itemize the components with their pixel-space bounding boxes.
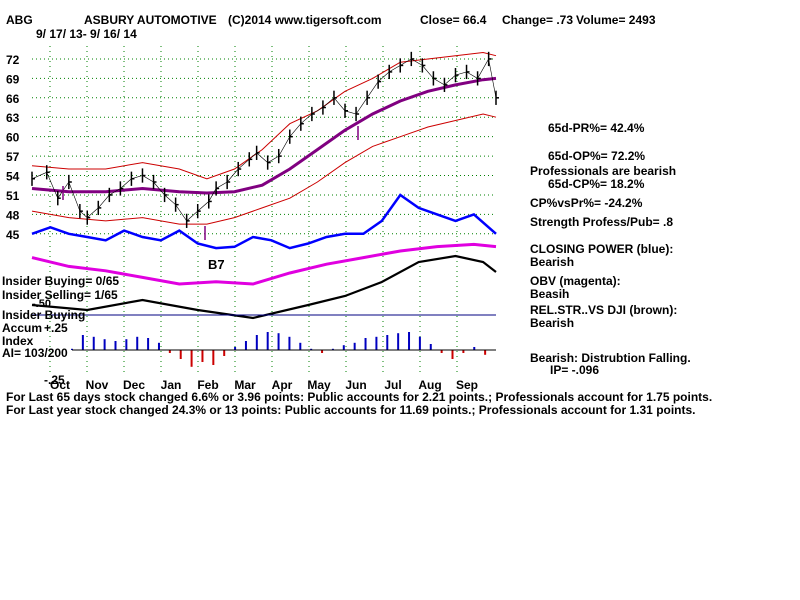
x-tick-label: Sep (456, 378, 478, 392)
y-tick-label: 48 (6, 208, 20, 222)
close-value: Close= 66.4 (420, 13, 487, 27)
volume-value: Volume= 2493 (576, 13, 656, 27)
price-line (31, 58, 497, 222)
lower-band-line (31, 113, 497, 225)
change-value: Change= .73 (502, 13, 574, 27)
insider-buying: Insider Buying= 0/65 (2, 274, 120, 288)
footer-65-days: For Last 65 days stock changed 6.6% or 3… (6, 390, 713, 404)
insider-selling: Insider Selling= 1/65 (2, 288, 118, 302)
relstr-line (31, 254, 497, 320)
y-tick-label: 57 (6, 150, 20, 164)
source: (C)2014 www.tigersoft.com (228, 13, 382, 27)
closing-power-label: CLOSING POWER (blue): (530, 242, 674, 256)
obv-label: OBV (magenta): (530, 274, 621, 288)
x-tick-label: Oct (50, 378, 70, 392)
insider-buying-2: Insider Buying (2, 308, 86, 322)
professionals-bearish: Professionals are bearish (530, 164, 677, 178)
accum-minus25: -.25 (44, 373, 65, 387)
y-tick-label: 69 (6, 72, 20, 86)
x-tick-label: Nov (86, 378, 109, 392)
x-tick-label: Jul (384, 378, 401, 392)
ip-value: IP= -.096 (550, 363, 600, 377)
obv-line (31, 242, 497, 286)
pr-value: 65d-PR%= 42.4% (548, 121, 645, 135)
symbol: ABG (6, 13, 33, 27)
accum-label: Accum (2, 321, 43, 335)
cpvspr-value: CP%vsPr%= -24.2% (530, 196, 643, 210)
y-tick-label: 72 (6, 53, 20, 67)
bearish-distribution: Bearish: Distrubtion Falling. (530, 351, 691, 365)
x-tick-label: Dec (123, 378, 145, 392)
ai-value: AI= 103/200 (2, 346, 68, 360)
x-tick-label: Aug (418, 378, 441, 392)
x-tick-label: Jun (345, 378, 366, 392)
x-tick-label: Apr (272, 378, 293, 392)
op-value: 65d-OP%= 72.2% (548, 149, 646, 163)
y-tick-label: 51 (6, 189, 20, 203)
strength-value: Strength Profess/Pub= .8 (530, 215, 674, 229)
relstr-label: REL.STR..VS DJI (brown): (530, 303, 678, 317)
accum-minus50: -.50 (32, 298, 51, 310)
moving-average-line (31, 76, 497, 195)
relstr-value: Bearish (530, 316, 575, 330)
x-tick-label: May (307, 378, 331, 392)
closing-power-value: Bearish (530, 255, 575, 269)
date-range: 9/ 17/ 13- 9/ 16/ 14 (36, 27, 137, 41)
accum-plus25: +.25 (44, 321, 68, 335)
x-tick-label: Jan (161, 378, 182, 392)
y-tick-label: 54 (6, 170, 20, 184)
obv-value: Beasih (530, 287, 570, 301)
y-tick-label: 60 (6, 131, 20, 145)
y-tick-label: 45 (6, 228, 20, 242)
footer-last-year: For Last year stock changed 24.3% or 13 … (6, 403, 696, 417)
cp-value: 65d-CP%= 18.2% (548, 177, 645, 191)
index-label: Index (2, 334, 34, 348)
y-tick-label: 63 (6, 111, 20, 125)
x-tick-label: Feb (197, 378, 218, 392)
b7-signal: B7 (208, 257, 225, 272)
upper-band-line (31, 51, 497, 180)
y-tick-label: 66 (6, 92, 20, 106)
x-tick-label: Mar (234, 378, 256, 392)
company-name: ASBURY AUTOMOTIVE (84, 13, 217, 27)
closing-power-line (31, 193, 497, 250)
